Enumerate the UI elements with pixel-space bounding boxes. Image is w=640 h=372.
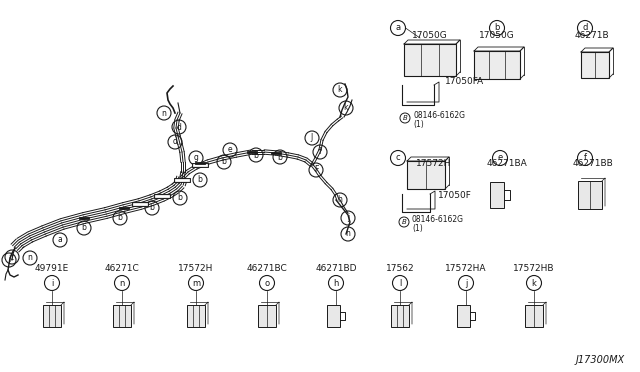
Text: F: F xyxy=(314,166,318,174)
Text: e: e xyxy=(497,154,502,163)
Text: d: d xyxy=(582,23,588,32)
Text: g: g xyxy=(193,154,198,163)
Text: j: j xyxy=(465,279,467,288)
Text: B: B xyxy=(403,115,408,121)
Text: b: b xyxy=(253,151,259,160)
Text: 46271BC: 46271BC xyxy=(246,264,287,273)
Text: 46271BB: 46271BB xyxy=(573,160,614,169)
Text: k: k xyxy=(344,103,348,112)
Text: i: i xyxy=(8,256,10,264)
Text: 17050G: 17050G xyxy=(412,31,448,39)
Text: k: k xyxy=(532,279,536,288)
Text: 17562: 17562 xyxy=(386,264,414,273)
Bar xyxy=(490,182,504,208)
Text: b: b xyxy=(221,157,227,167)
Text: b: b xyxy=(81,224,86,232)
Text: i: i xyxy=(51,279,53,288)
Text: b: b xyxy=(177,193,182,202)
Text: d: d xyxy=(173,138,177,147)
Bar xyxy=(525,305,543,327)
Text: J: J xyxy=(311,134,313,142)
Text: j: j xyxy=(347,214,349,222)
Text: f: f xyxy=(319,148,321,157)
Bar xyxy=(391,305,409,327)
Text: 08146-6162G: 08146-6162G xyxy=(412,215,464,224)
Text: a: a xyxy=(396,23,401,32)
Text: b: b xyxy=(150,203,154,212)
Text: 17572H: 17572H xyxy=(416,158,451,167)
Text: m: m xyxy=(192,279,200,288)
Text: 17572H: 17572H xyxy=(179,264,214,273)
Bar xyxy=(457,305,470,327)
Text: n: n xyxy=(346,230,351,238)
Text: c: c xyxy=(10,253,14,262)
Text: n: n xyxy=(28,253,33,263)
Text: b: b xyxy=(278,153,282,161)
Text: o: o xyxy=(264,279,269,288)
Text: 08146-6162G: 08146-6162G xyxy=(413,112,465,121)
Text: 49791E: 49791E xyxy=(35,264,69,273)
Text: d: d xyxy=(177,122,181,131)
Text: n: n xyxy=(119,279,125,288)
Text: (1): (1) xyxy=(413,119,424,128)
Bar xyxy=(581,52,609,78)
Text: b: b xyxy=(494,23,500,32)
Bar xyxy=(407,161,445,189)
Text: b: b xyxy=(118,214,122,222)
Text: 17050G: 17050G xyxy=(479,31,515,39)
Text: n: n xyxy=(161,109,166,118)
Text: J17300MX: J17300MX xyxy=(576,355,625,365)
Text: k: k xyxy=(338,86,342,94)
Text: f: f xyxy=(584,154,586,163)
Bar xyxy=(187,305,205,327)
Text: B: B xyxy=(402,219,406,225)
Text: 46271BA: 46271BA xyxy=(487,160,528,169)
Text: h: h xyxy=(337,196,342,205)
Text: 17572HA: 17572HA xyxy=(445,264,487,273)
Text: 46271C: 46271C xyxy=(104,264,140,273)
Text: l: l xyxy=(399,279,401,288)
Text: b: b xyxy=(198,176,202,185)
Bar xyxy=(404,44,456,76)
Bar xyxy=(258,305,276,327)
Bar xyxy=(113,305,131,327)
Text: 17050FA: 17050FA xyxy=(445,77,484,87)
Text: 46271BD: 46271BD xyxy=(316,264,356,273)
Text: (1): (1) xyxy=(412,224,423,232)
Text: 17572HB: 17572HB xyxy=(513,264,555,273)
Text: h: h xyxy=(333,279,339,288)
Text: 46271B: 46271B xyxy=(575,31,610,39)
Text: a: a xyxy=(58,235,62,244)
Text: c: c xyxy=(396,154,400,163)
Bar xyxy=(578,181,602,209)
Bar xyxy=(43,305,61,327)
Text: e: e xyxy=(228,145,232,154)
Bar xyxy=(474,51,520,79)
Bar xyxy=(327,305,340,327)
Text: 17050F: 17050F xyxy=(438,192,472,201)
